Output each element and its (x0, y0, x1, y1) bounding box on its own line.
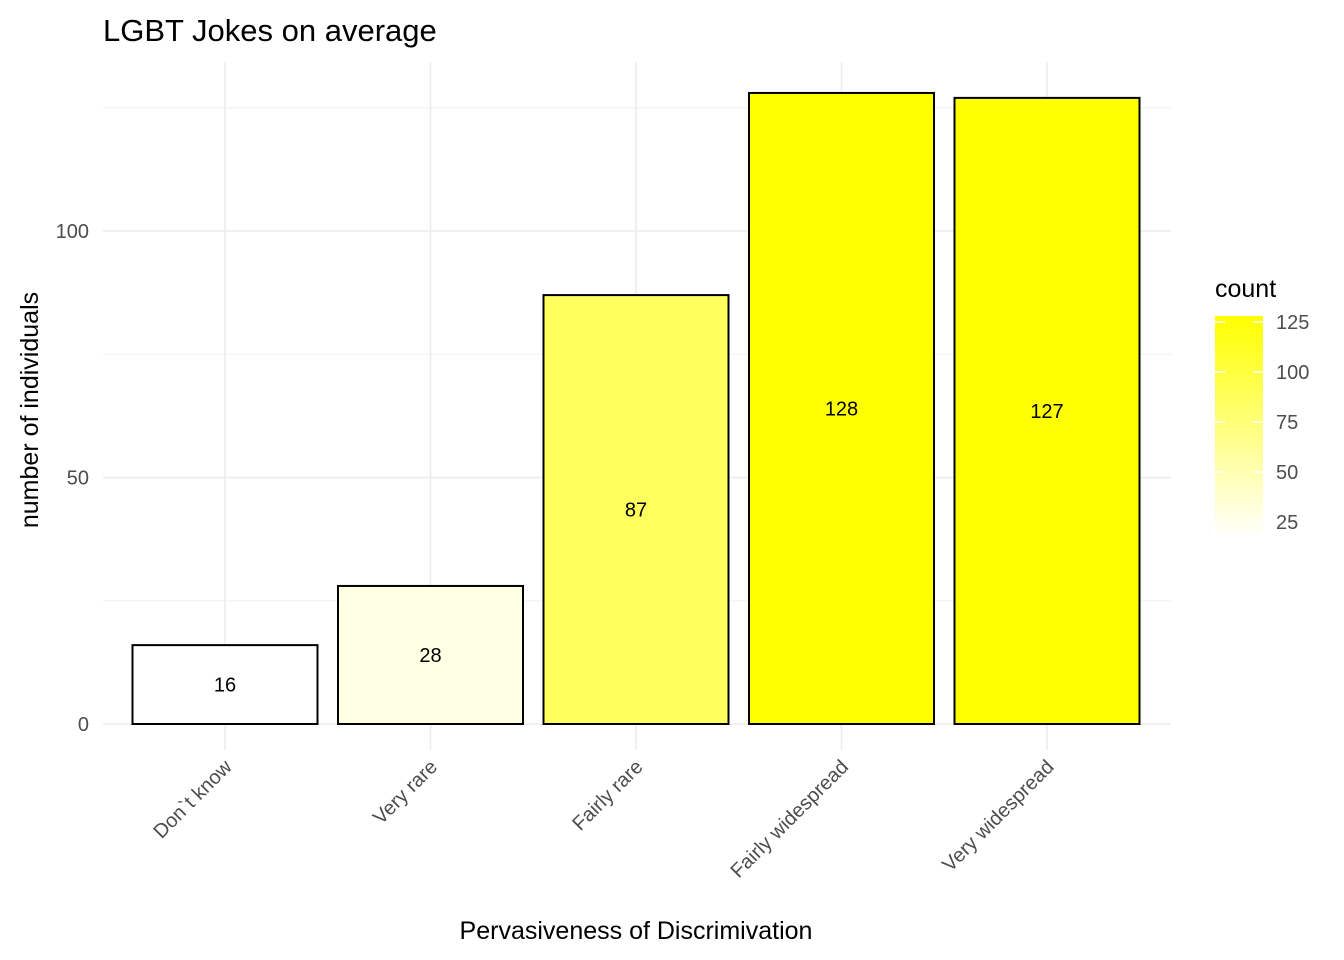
bar-value-label: 28 (419, 645, 441, 667)
data-labels: 16 28 87 128 127 (214, 398, 1064, 696)
bar-value-label: 127 (1030, 401, 1063, 423)
y-tick-label: 0 (78, 714, 89, 736)
x-tick-label: Very widespread (938, 756, 1058, 876)
y-axis-tick-labels: 0 50 100 (56, 221, 89, 736)
x-tick-label: Very rare (369, 756, 442, 829)
bar (953, 96, 1141, 725)
legend-tick-label: 100 (1276, 362, 1309, 384)
bar (131, 644, 319, 725)
chart-title: LGBT Jokes on average (103, 13, 437, 48)
bars (131, 91, 1141, 726)
legend-tick-labels: 25 50 75 100 125 (1215, 312, 1309, 534)
x-axis-tick-labels: Don`t know Very rare Fairly rare Fairly wid… (149, 756, 1058, 883)
legend-title: count (1215, 275, 1276, 303)
bar (337, 584, 524, 726)
bar (542, 294, 730, 725)
x-axis-title: Pervasiveness of Discrimivation (460, 917, 813, 945)
legend-colorbar (1215, 316, 1263, 540)
bar-value-label: 128 (825, 398, 858, 420)
bar (748, 91, 935, 725)
legend-tick-label: 25 (1276, 512, 1298, 534)
legend-tick-label: 75 (1276, 412, 1298, 434)
x-tick-label: Don`t know (149, 756, 236, 843)
color-legend: count 25 50 75 100 125 (1215, 275, 1309, 540)
x-tick-label: Fairly rare (568, 756, 647, 835)
x-tick-label: Fairly widespread (727, 756, 853, 882)
bar-value-label: 16 (214, 675, 236, 697)
bar-value-label: 87 (625, 500, 647, 522)
y-tick-label: 100 (56, 221, 89, 243)
legend-tick-label: 125 (1276, 312, 1309, 334)
legend-tick-label: 50 (1276, 462, 1298, 484)
y-tick-label: 50 (67, 468, 89, 490)
y-axis-title: number of individuals (16, 292, 44, 528)
